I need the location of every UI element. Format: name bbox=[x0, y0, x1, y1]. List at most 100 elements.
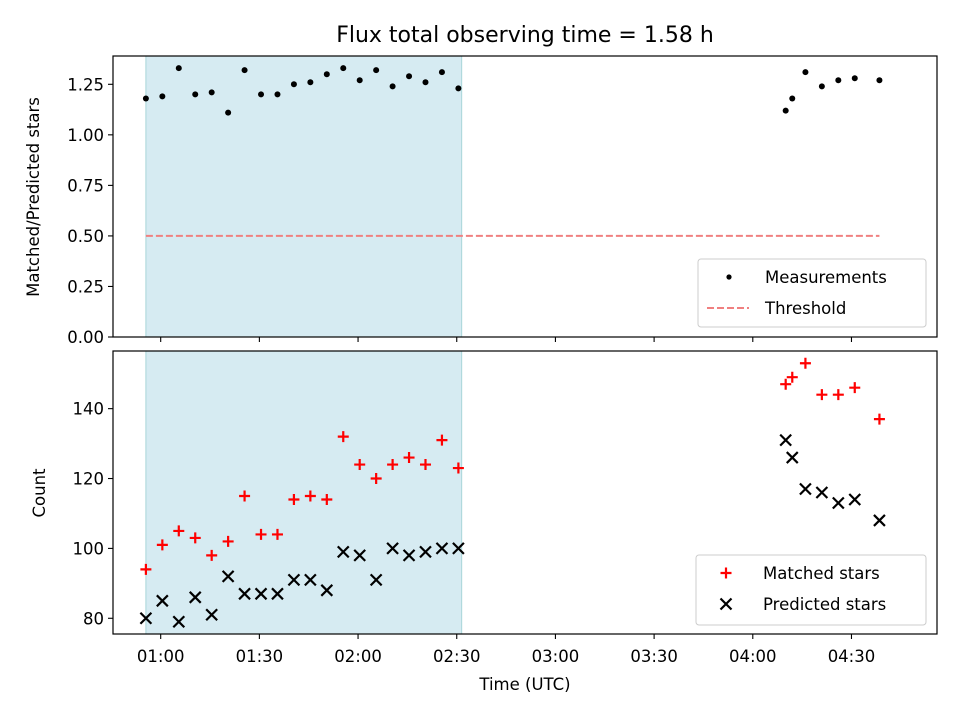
data-point bbox=[802, 69, 809, 76]
data-point bbox=[304, 490, 316, 502]
data-point bbox=[455, 85, 462, 92]
data-point bbox=[873, 413, 885, 425]
data-point bbox=[782, 107, 789, 114]
data-point bbox=[173, 525, 185, 537]
data-point bbox=[387, 459, 399, 471]
legend-label: Predicted stars bbox=[763, 595, 886, 614]
data-point bbox=[373, 67, 380, 74]
x-tick-label: 02:00 bbox=[334, 647, 382, 666]
count-panel: 80 100 120 140 01:00 01:30 02:00 02:30 03:00 03:3… bbox=[73, 350, 938, 666]
x-tick-label: 03:30 bbox=[630, 647, 678, 666]
data-point bbox=[188, 591, 202, 604]
data-point bbox=[389, 83, 396, 90]
data-point bbox=[386, 542, 399, 555]
data-point bbox=[403, 452, 415, 464]
legend-measurements-swatch bbox=[726, 274, 732, 280]
x-tick-label: 01:00 bbox=[137, 647, 185, 666]
shaded-observing-span bbox=[145, 55, 463, 338]
data-point bbox=[849, 382, 861, 394]
data-point bbox=[848, 493, 862, 506]
y-tick-label: 0.00 bbox=[67, 328, 104, 347]
data-point bbox=[832, 496, 845, 510]
data-point bbox=[140, 563, 152, 575]
data-point bbox=[321, 493, 333, 505]
legend-matched-stars-swatch bbox=[720, 567, 732, 579]
y-tick-label: 1.25 bbox=[67, 75, 104, 94]
y-tick-label: 0.75 bbox=[67, 176, 104, 195]
data-point bbox=[205, 608, 218, 622]
data-point bbox=[304, 573, 317, 587]
y-tick-label: 140 bbox=[73, 400, 105, 419]
data-point bbox=[789, 95, 796, 102]
data-point bbox=[221, 570, 235, 583]
data-point bbox=[290, 81, 297, 88]
data-point bbox=[406, 73, 413, 80]
chart-title: Flux total observing time = 1.58 h bbox=[336, 23, 714, 48]
data-point bbox=[799, 357, 811, 369]
count-y-axis-label: Count bbox=[30, 468, 49, 518]
x-tick-label: 04:30 bbox=[828, 647, 876, 666]
data-point bbox=[851, 75, 858, 82]
data-point bbox=[419, 545, 432, 559]
data-point bbox=[353, 549, 366, 562]
data-point bbox=[288, 493, 300, 505]
legend-label: Threshold bbox=[764, 299, 846, 318]
y-tick-label: 80 bbox=[83, 609, 104, 628]
data-point bbox=[271, 587, 284, 601]
legend-box bbox=[697, 258, 927, 328]
data-point bbox=[274, 91, 281, 98]
legend-label: Matched stars bbox=[763, 564, 880, 583]
data-point bbox=[271, 528, 283, 540]
data-point bbox=[876, 77, 883, 84]
data-point bbox=[370, 473, 382, 485]
data-point bbox=[815, 486, 829, 499]
data-point bbox=[435, 542, 449, 555]
axes-frame bbox=[112, 55, 938, 338]
y-tick-label: 1.00 bbox=[67, 126, 104, 145]
data-point bbox=[336, 545, 350, 559]
legend: Measurements Threshold bbox=[697, 258, 927, 328]
data-point bbox=[419, 459, 431, 471]
data-point bbox=[241, 67, 248, 74]
x-tick-label: 03:00 bbox=[532, 647, 580, 666]
data-point bbox=[156, 539, 168, 551]
data-point bbox=[452, 542, 465, 555]
x-tick-label: 04:00 bbox=[729, 647, 777, 666]
legend-box bbox=[695, 554, 927, 626]
series-measurements bbox=[142, 65, 883, 116]
y-tick-label: 0.25 bbox=[67, 277, 104, 296]
data-point bbox=[323, 71, 330, 78]
data-point bbox=[175, 65, 182, 72]
y-tick-label: 120 bbox=[73, 470, 105, 489]
data-point bbox=[222, 535, 234, 547]
data-point bbox=[786, 371, 798, 383]
data-point bbox=[239, 490, 251, 502]
data-point bbox=[818, 83, 825, 90]
data-point bbox=[225, 109, 232, 116]
data-point bbox=[369, 573, 383, 587]
data-point bbox=[208, 89, 215, 96]
data-point bbox=[192, 91, 199, 98]
legend: Matched stars Predicted stars bbox=[695, 554, 927, 626]
data-point bbox=[172, 615, 186, 629]
data-point bbox=[340, 65, 347, 72]
data-point bbox=[780, 378, 792, 390]
data-point bbox=[873, 514, 886, 527]
data-point bbox=[785, 451, 799, 464]
data-point bbox=[255, 528, 267, 540]
data-point bbox=[254, 587, 268, 601]
y-tick-label: 0.50 bbox=[67, 227, 104, 246]
axes-frame bbox=[112, 350, 938, 635]
data-point bbox=[436, 434, 448, 446]
data-point bbox=[337, 431, 349, 443]
data-point bbox=[238, 587, 251, 601]
data-point bbox=[356, 77, 363, 84]
data-point bbox=[422, 79, 429, 86]
data-point bbox=[452, 462, 464, 474]
shaded-observing-span bbox=[145, 350, 463, 635]
series-matched-stars bbox=[140, 357, 885, 575]
data-point bbox=[799, 482, 812, 496]
x-axis-label: Time (UTC) bbox=[478, 675, 570, 694]
data-point bbox=[258, 91, 265, 98]
